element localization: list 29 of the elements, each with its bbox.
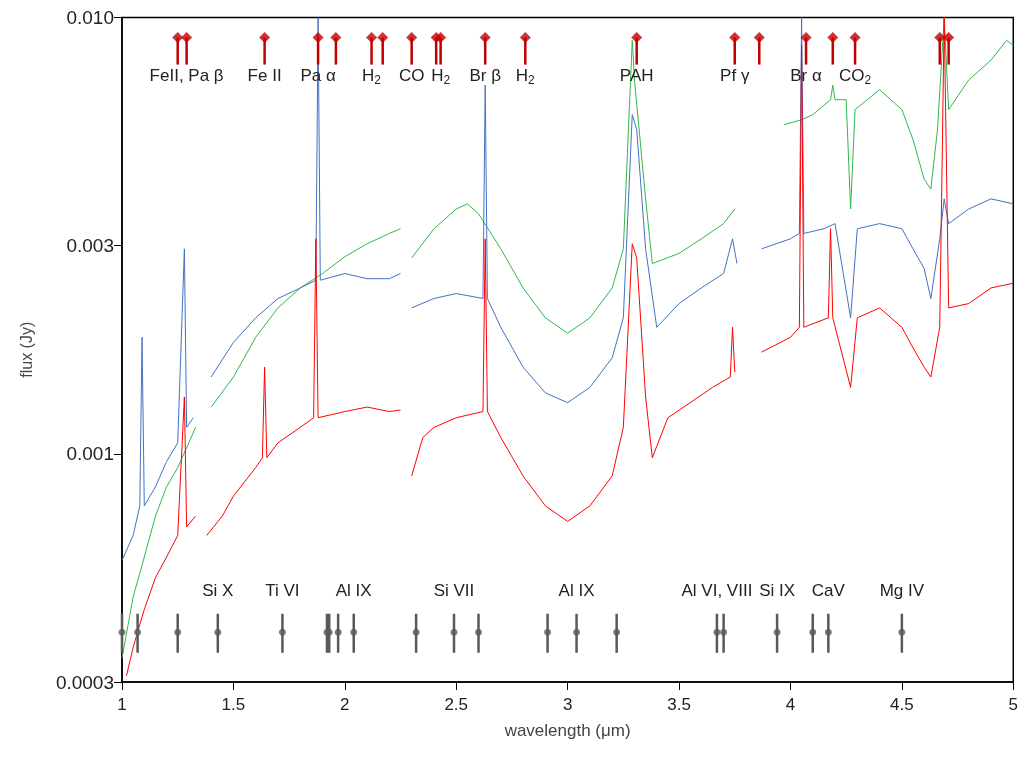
annotation: FeII, Pa β	[149, 65, 224, 85]
annotation: Ti VI	[265, 580, 300, 600]
y-tick-label: 0.001	[66, 443, 114, 465]
annotation: Si IX	[759, 580, 796, 600]
annotation: Al IX	[558, 580, 595, 600]
x-tick-label: 2.5	[444, 695, 469, 714]
annotation: CaV	[811, 580, 846, 600]
annotation: Si VII	[433, 580, 475, 600]
x-tick-label: 1	[117, 695, 127, 714]
annotation: Mg IV	[879, 580, 925, 600]
x-tick-label: 1.5	[221, 695, 246, 714]
x-tick-label: 3	[562, 695, 573, 714]
y-axis-title: flux (Jy)	[17, 321, 35, 378]
annotation: Br β	[469, 65, 502, 85]
annotation: CO	[398, 65, 425, 85]
x-tick-label: 4.5	[890, 695, 914, 714]
x-tick-label: 3.5	[667, 695, 691, 714]
x-tick-label: 2	[340, 695, 350, 714]
y-tick-label: 0.0003	[55, 671, 114, 693]
x-tick-label: 5	[1008, 695, 1019, 714]
y-tick-label: 0.010	[66, 7, 114, 28]
x-tick-label: 4	[785, 695, 796, 714]
annotation: Pf γ	[720, 65, 750, 85]
annotation: Al IX	[335, 580, 372, 600]
annotation: Si X	[202, 580, 234, 600]
y-tick-label: 0.003	[66, 235, 114, 257]
annotation: Al VI, VIII	[681, 580, 753, 600]
x-axis-title: wavelength (μm)	[503, 721, 631, 740]
annotation: Fe II	[247, 65, 282, 85]
